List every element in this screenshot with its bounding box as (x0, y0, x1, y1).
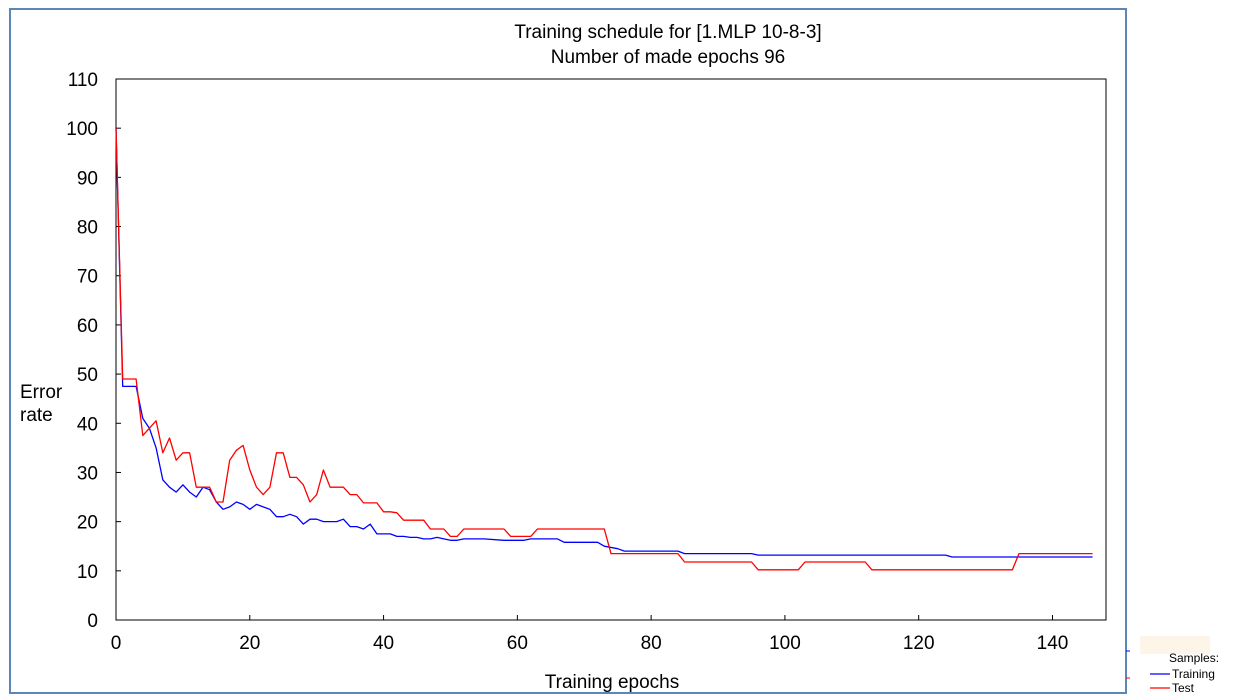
x-tick-label: 100 (769, 633, 801, 654)
y-tick-label: 0 (87, 611, 98, 632)
x-tick-label: 40 (373, 633, 394, 654)
series-line-test (115, 128, 1093, 571)
legend-background (1140, 636, 1210, 654)
y-tick-label: 110 (68, 70, 98, 91)
y-tick-label: 10 (77, 562, 98, 583)
x-tick-label: 0 (111, 633, 122, 654)
y-axis: 0 10 20 30 40 50 60 70 80 90 100 110 (66, 70, 121, 632)
x-tick-label: 80 (641, 633, 662, 654)
y-tick-label: 30 (77, 463, 98, 484)
y-tick-label: 60 (77, 316, 98, 337)
legend-label-test: Test (1172, 681, 1195, 695)
y-tick-label: 40 (77, 414, 98, 435)
x-tick-label: 20 (239, 633, 260, 654)
series-line-training (115, 128, 1093, 558)
y-axis-label-line1: Error (20, 382, 63, 403)
chart-subtitle: Number of made epochs 96 (551, 47, 785, 68)
y-axis-label-line2: rate (20, 405, 53, 426)
x-tick-label: 140 (1037, 633, 1069, 654)
chart-frame (9, 8, 1127, 694)
y-tick-label: 90 (77, 168, 98, 189)
y-tick-label: 50 (77, 365, 98, 386)
y-tick-label: 100 (66, 119, 98, 140)
legend-label-training: Training (1172, 667, 1215, 681)
plot-area-border (115, 78, 1107, 621)
x-axis: 0 20 40 60 80 100 120 140 (111, 615, 1069, 654)
y-tick-label: 80 (77, 218, 98, 239)
x-tick-label: 60 (507, 633, 528, 654)
y-tick-label: 20 (77, 513, 98, 534)
x-tick-label: 120 (903, 633, 935, 654)
x-axis-label: Training epochs (545, 672, 679, 693)
chart-title: Training schedule for [1.MLP 10-8-3] (514, 22, 821, 43)
series-group (115, 128, 1093, 571)
legend-title: Samples: (1169, 651, 1219, 665)
legend: Samples: Training Test (1126, 636, 1219, 695)
y-tick-label: 70 (77, 267, 98, 288)
